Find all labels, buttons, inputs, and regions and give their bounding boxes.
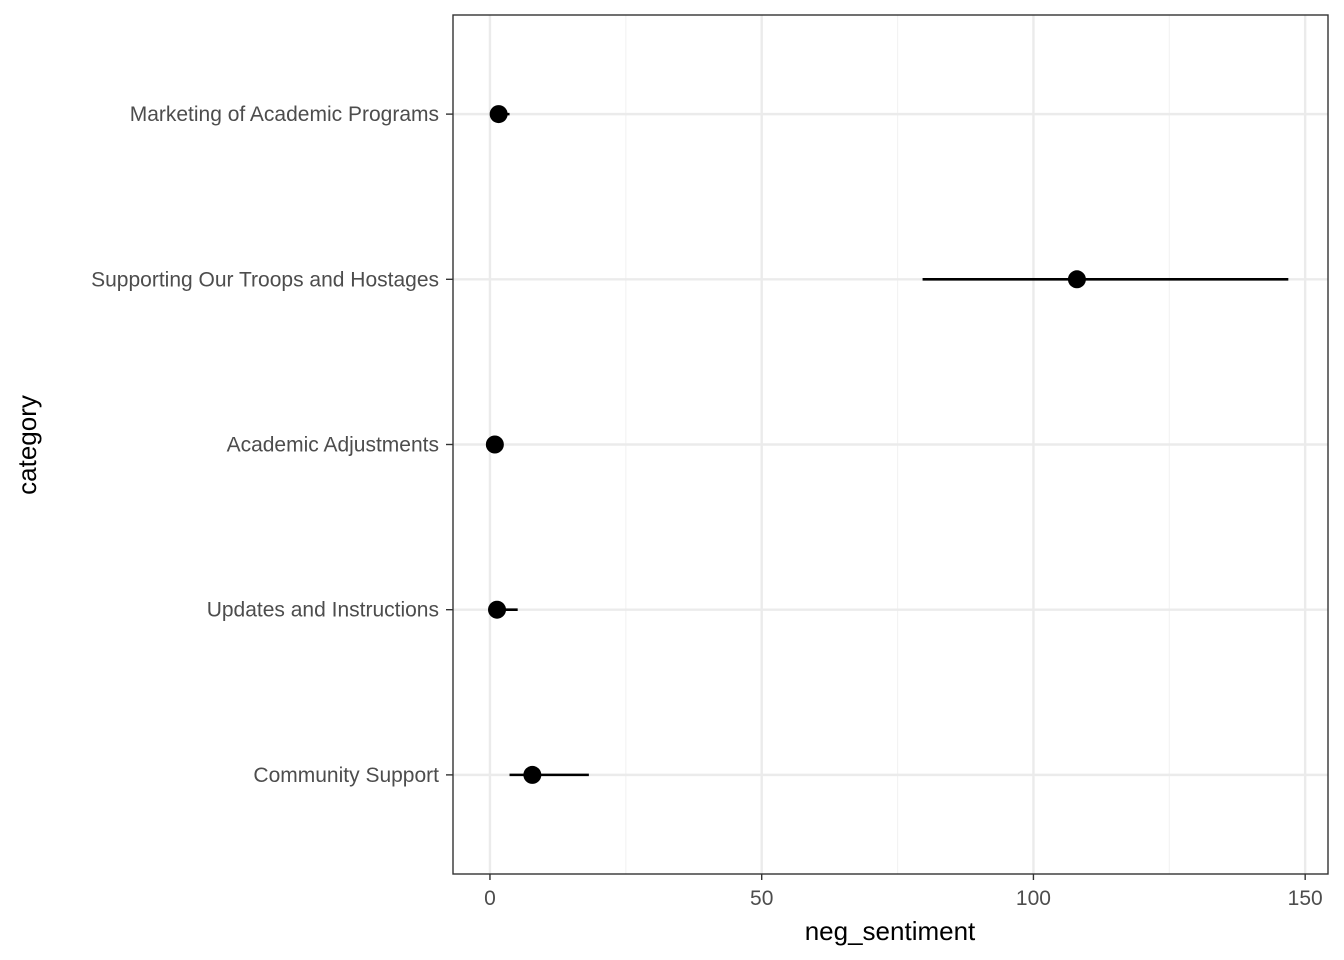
y-tick-label: Marketing of Academic Programs: [130, 103, 439, 126]
y-tick-label: Community Support: [253, 764, 439, 787]
data-point: [489, 105, 508, 124]
x-tick-label: 0: [484, 887, 496, 910]
x-tick-label: 100: [1016, 887, 1051, 910]
data-point: [485, 435, 504, 454]
major-gridlines: [453, 15, 1328, 874]
y-tick-label: Updates and Instructions: [207, 599, 439, 622]
data-point: [488, 600, 507, 619]
data-point: [1067, 270, 1086, 289]
x-tick-label: 50: [750, 887, 773, 910]
axes: 0 50 100 150 Marketing of Academic Programs S…: [91, 103, 1323, 910]
y-tick-label: Supporting Our Troops and Hostages: [91, 268, 439, 291]
data-point: [523, 765, 542, 784]
y-axis-title: category: [12, 395, 42, 495]
y-tick-label: Academic Adjustments: [227, 434, 439, 457]
x-tick-label: 150: [1288, 887, 1323, 910]
x-axis-title: neg_sentiment: [805, 916, 976, 946]
data-marks: [485, 105, 1289, 784]
